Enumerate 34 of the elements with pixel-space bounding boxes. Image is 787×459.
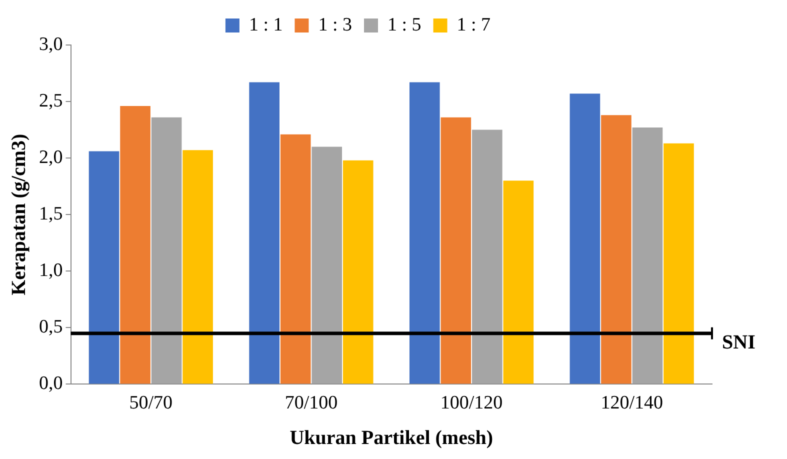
- y-axis-title: Kerapatan (g/cm3): [8, 134, 30, 296]
- bar: [440, 117, 472, 384]
- bar: [280, 134, 311, 384]
- bar: [570, 94, 600, 384]
- bar: [632, 128, 663, 384]
- y-tick-label: 1,5: [39, 204, 63, 225]
- bar: [88, 151, 120, 384]
- y-tick-label: 2,0: [39, 147, 63, 168]
- bar: [249, 82, 280, 384]
- bar: [120, 106, 150, 384]
- x-tick-label: 100/120: [440, 392, 503, 414]
- x-tick-label: 70/100: [284, 392, 338, 414]
- bar: [503, 180, 534, 384]
- legend-label: 1 : 1: [248, 14, 283, 36]
- y-tick-label: 0,5: [39, 316, 63, 338]
- bar: [409, 82, 440, 384]
- legend-label: 1 : 5: [388, 14, 422, 36]
- bar: [342, 160, 374, 384]
- bar: [312, 146, 342, 384]
- y-tick-label: 1,0: [39, 260, 63, 282]
- x-tick-label: 50/70: [129, 392, 173, 414]
- bar: [182, 150, 213, 384]
- bar: [472, 130, 502, 384]
- y-tick-label: 2,5: [39, 90, 63, 112]
- y-tick-label: 3,0: [39, 34, 63, 55]
- ref-line-label: SNI: [722, 331, 756, 354]
- bar: [664, 143, 694, 384]
- legend-label: 1 : 7: [456, 14, 491, 36]
- y-tick-label: 0,0: [39, 373, 63, 394]
- bar: [601, 115, 632, 384]
- x-tick-label: 120/140: [600, 392, 663, 414]
- bar: [151, 117, 182, 384]
- x-axis-title: Ukuran Partikel (mesh): [290, 427, 494, 450]
- legend-label: 1 : 3: [318, 14, 352, 36]
